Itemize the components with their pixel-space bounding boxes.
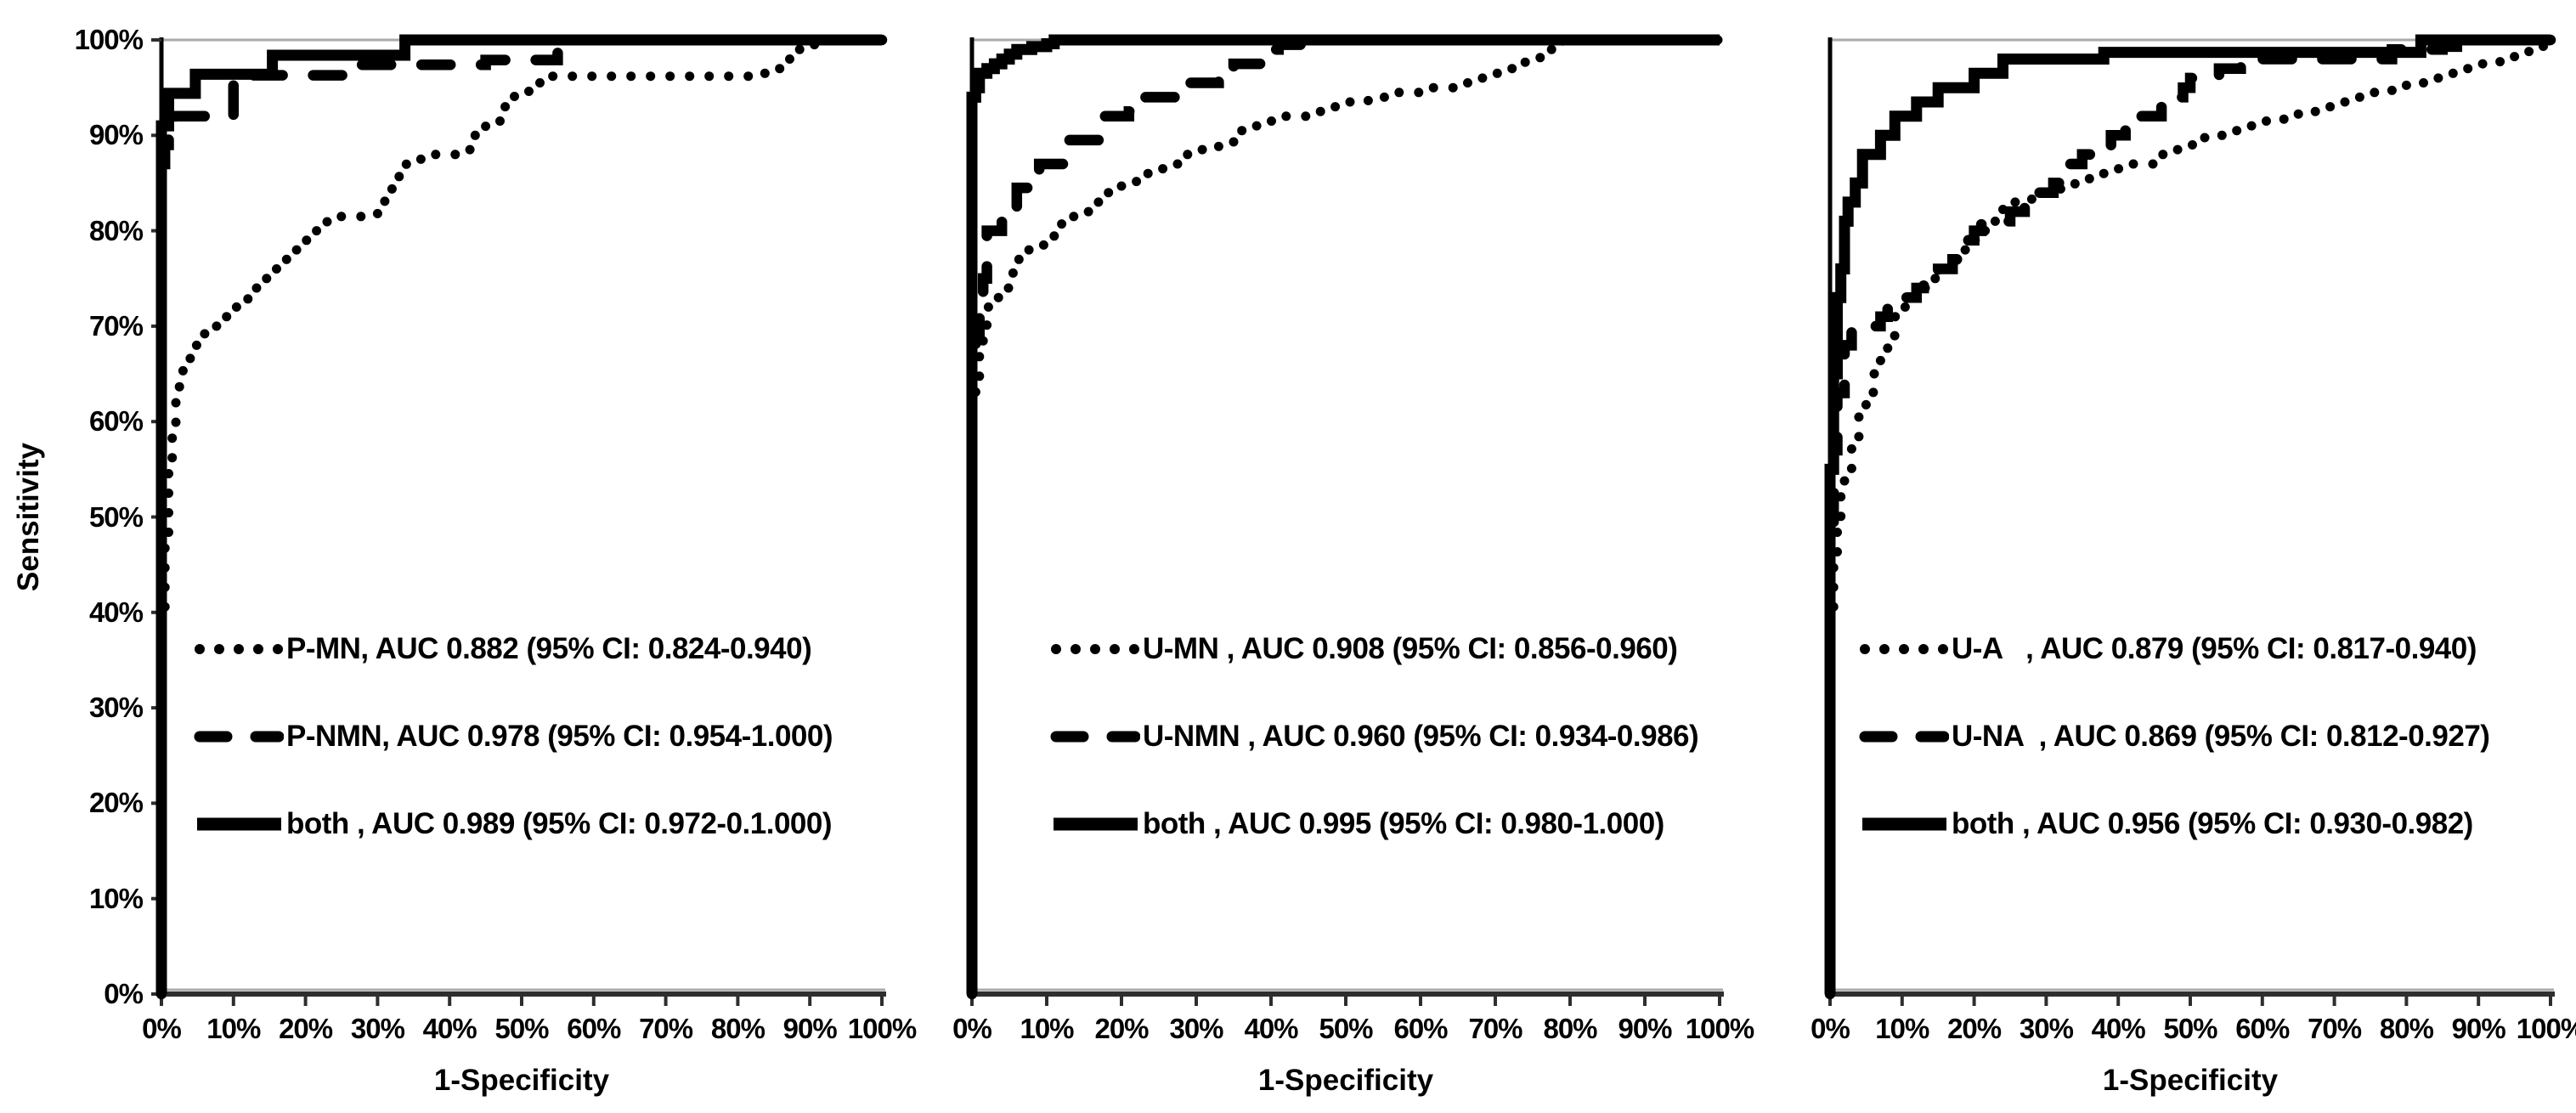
x-tick-label: 100% — [847, 1013, 917, 1044]
y-tick-label: 40% — [88, 596, 144, 628]
y-tick-label: 80% — [88, 214, 144, 246]
legend-item-p-mn: P-MN, AUC 0.882 (95% CI: 0.824-0.940) — [194, 605, 890, 692]
x-tick-label: 0% — [142, 1013, 182, 1044]
y-tick-label: 100% — [74, 24, 144, 55]
legend-urine-mn: U-MN , AUC 0.908 (95% CI: 0.856-0.960) U… — [1050, 605, 1747, 867]
legend-label: P-MN, AUC 0.882 (95% CI: 0.824-0.940) — [286, 631, 812, 665]
legend-label: both , AUC 0.995 (95% CI: 0.980-1.000) — [1143, 806, 1664, 840]
x-tick-label: 100% — [2516, 1013, 2576, 1044]
roc-curve-u-a — [1825, 35, 2556, 999]
roc-curve-both — [1824, 34, 2551, 994]
x-tick-label: 10% — [206, 1013, 261, 1044]
x-tick-label: 50% — [1319, 1013, 1373, 1044]
roc-panel-plasma: Sensitivity P-MN, AUC 0.882 (95% CI: 0.8… — [0, 0, 917, 1113]
roc-plot-urine-cat — [1824, 34, 2556, 1006]
x-tick-label: 60% — [567, 1013, 621, 1044]
y-tick-label: 70% — [88, 309, 144, 342]
x-tick-label: 90% — [2451, 1013, 2506, 1044]
legend-urine-cat: U-A , AUC 0.879 (95% CI: 0.817-0.940) U-… — [1859, 605, 2556, 867]
roc-curve-u-na — [1824, 34, 2556, 1000]
legend-item-both: both , AUC 0.995 (95% CI: 0.980-1.000) — [1050, 780, 1747, 867]
solid-line-icon — [197, 817, 281, 830]
roc-plot-urine-mn — [966, 34, 1726, 1006]
legend-label: both , AUC 0.956 (95% CI: 0.930-0.982) — [1952, 806, 2473, 840]
x-tick-label: 30% — [2019, 1013, 2074, 1044]
x-tick-label: 60% — [2235, 1013, 2290, 1044]
legend-plasma: P-MN, AUC 0.882 (95% CI: 0.824-0.940) P-… — [194, 605, 890, 867]
x-tick-label: 0% — [952, 1013, 992, 1044]
y-tick-label: 90% — [88, 119, 144, 151]
y-tick-label: 50% — [88, 500, 144, 533]
x-tick-label: 50% — [494, 1013, 549, 1044]
x-tick-label: 90% — [1618, 1013, 1672, 1044]
x-tick-label: 60% — [1393, 1013, 1448, 1044]
x-tick-label: 100% — [1685, 1013, 1754, 1044]
y-tick-label: 20% — [88, 787, 144, 819]
x-tick-label: 70% — [2308, 1013, 2362, 1044]
roc-plot-plasma — [151, 34, 888, 1006]
x-tick-label: 90% — [782, 1013, 838, 1044]
x-axis-title: 1-Specificity — [1257, 1064, 1434, 1097]
x-tick-label: 30% — [1169, 1013, 1223, 1044]
roc-curve-p-mn — [156, 35, 887, 999]
legend-label: both , AUC 0.989 (95% CI: 0.972-0.1.000) — [286, 806, 833, 840]
legend-item-both: both , AUC 0.989 (95% CI: 0.972-0.1.000) — [194, 780, 890, 867]
legend-label: U-A , AUC 0.879 (95% CI: 0.817-0.940) — [1952, 631, 2477, 665]
x-axis-title: 1-Specificity — [433, 1064, 610, 1097]
x-tick-label: 0% — [1811, 1013, 1850, 1044]
dashed-line-icon — [1050, 731, 1140, 742]
roc-panel-urine-mn: U-MN , AUC 0.908 (95% CI: 0.856-0.960) U… — [901, 0, 1823, 1113]
x-axis-title: 1-Specificity — [2102, 1064, 2279, 1097]
legend-item-both: both , AUC 0.956 (95% CI: 0.930-0.982) — [1859, 780, 2556, 867]
x-tick-label: 40% — [422, 1013, 477, 1044]
roc-panel-urine-cat: U-A , AUC 0.879 (95% CI: 0.817-0.940) U-… — [1811, 0, 2576, 1113]
dotted-line-icon — [1860, 643, 1949, 654]
x-tick-label: 30% — [350, 1013, 405, 1044]
legend-item-u-a: U-A , AUC 0.879 (95% CI: 0.817-0.940) — [1859, 605, 2556, 692]
legend-label: P-NMN, AUC 0.978 (95% CI: 0.954-1.000) — [286, 719, 833, 753]
x-tick-label: 20% — [279, 1013, 333, 1044]
x-tick-label: 10% — [1875, 1013, 1929, 1044]
dotted-line-icon — [1051, 643, 1140, 654]
x-tick-label: 70% — [1468, 1013, 1522, 1044]
roc-curve-both — [966, 34, 1720, 994]
y-tick-label: 60% — [88, 405, 144, 438]
roc-curve-u-nmn — [966, 34, 1726, 1000]
x-tick-label: 80% — [710, 1013, 765, 1044]
legend-item-u-mn: U-MN , AUC 0.908 (95% CI: 0.856-0.960) — [1050, 605, 1747, 692]
x-tick-label: 20% — [1094, 1013, 1149, 1044]
roc-curve-u-mn — [967, 35, 1725, 999]
x-tick-label: 40% — [1244, 1013, 1298, 1044]
legend-label: U-NMN , AUC 0.960 (95% CI: 0.934-0.986) — [1143, 719, 1699, 753]
y-tick-label: 0% — [104, 978, 144, 1009]
x-tick-label: 50% — [2163, 1013, 2217, 1044]
legend-item-u-nmn: U-NMN , AUC 0.960 (95% CI: 0.934-0.986) — [1050, 692, 1747, 780]
x-tick-label: 80% — [1543, 1013, 1597, 1044]
x-tick-label: 40% — [2091, 1013, 2146, 1044]
dotted-line-icon — [195, 643, 284, 654]
x-tick-label: 80% — [2379, 1013, 2434, 1044]
solid-line-icon — [1054, 817, 1138, 830]
roc-curve-p-nmn — [155, 34, 888, 1000]
legend-item-u-na: U-NA , AUC 0.869 (95% CI: 0.812-0.927) — [1859, 692, 2556, 780]
y-tick-label: 10% — [88, 882, 144, 914]
roc-curve-both — [155, 34, 882, 994]
x-tick-label: 70% — [639, 1013, 693, 1044]
legend-item-p-nmn: P-NMN, AUC 0.978 (95% CI: 0.954-1.000) — [194, 692, 890, 780]
legend-label: U-NA , AUC 0.869 (95% CI: 0.812-0.927) — [1952, 719, 2490, 753]
x-tick-label: 10% — [1020, 1013, 1074, 1044]
solid-line-icon — [1862, 817, 1946, 830]
legend-label: U-MN , AUC 0.908 (95% CI: 0.856-0.960) — [1143, 631, 1678, 665]
y-tick-label: 30% — [88, 692, 144, 724]
dashed-line-icon — [194, 731, 284, 742]
dashed-line-icon — [1859, 731, 1949, 742]
x-tick-label: 20% — [1947, 1013, 2002, 1044]
